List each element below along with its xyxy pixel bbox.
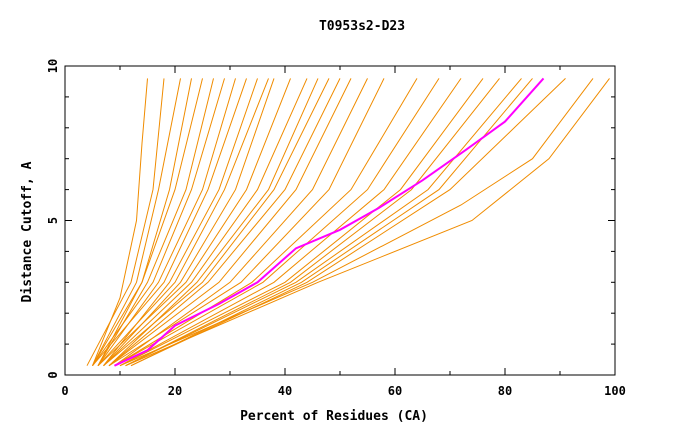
series-line-30 bbox=[125, 78, 610, 367]
y-tick-label: 10 bbox=[46, 59, 60, 73]
series-line-11 bbox=[97, 78, 269, 367]
series-line-28 bbox=[130, 78, 566, 367]
series-line-24 bbox=[119, 78, 484, 367]
series-line-13 bbox=[97, 78, 291, 367]
series-line-20 bbox=[108, 78, 385, 367]
highlight-series-line bbox=[114, 77, 545, 367]
series-layer bbox=[86, 78, 610, 367]
y-axis-label: Distance Cutoff, A bbox=[20, 161, 35, 302]
highlight-layer bbox=[114, 77, 545, 367]
series-line-25 bbox=[125, 78, 500, 367]
series-line-3 bbox=[92, 78, 181, 366]
chart-title: T0953s2-D23 bbox=[319, 19, 405, 34]
y-tick-label: 5 bbox=[46, 217, 60, 224]
series-line-9 bbox=[92, 78, 247, 367]
series-line-22 bbox=[114, 78, 440, 367]
series-line-16 bbox=[103, 78, 330, 367]
x-axis-label: Percent of Residues (CA) bbox=[240, 409, 428, 424]
series-line-23 bbox=[119, 78, 462, 367]
x-tick-label: 0 bbox=[61, 384, 68, 398]
series-line-21 bbox=[114, 78, 418, 367]
x-tick-label: 100 bbox=[604, 384, 626, 398]
series-line-26 bbox=[125, 78, 522, 367]
series-line-18 bbox=[108, 78, 352, 367]
series-line-4 bbox=[97, 78, 192, 366]
series-line-5 bbox=[92, 78, 203, 366]
tick-layer: 0 20 40 60 80 100 0 5 10 bbox=[46, 59, 626, 398]
x-tick-label: 60 bbox=[388, 384, 402, 398]
x-tick-label: 20 bbox=[168, 384, 182, 398]
series-line-29 bbox=[119, 78, 594, 367]
series-line-14 bbox=[103, 78, 308, 367]
x-tick-label: 40 bbox=[278, 384, 292, 398]
series-line-2 bbox=[86, 78, 165, 366]
series-line-17 bbox=[108, 78, 341, 367]
x-tick-label: 80 bbox=[498, 384, 512, 398]
series-line-7 bbox=[92, 78, 225, 366]
y-tick-label: 0 bbox=[46, 371, 60, 378]
series-line-19 bbox=[114, 78, 368, 367]
